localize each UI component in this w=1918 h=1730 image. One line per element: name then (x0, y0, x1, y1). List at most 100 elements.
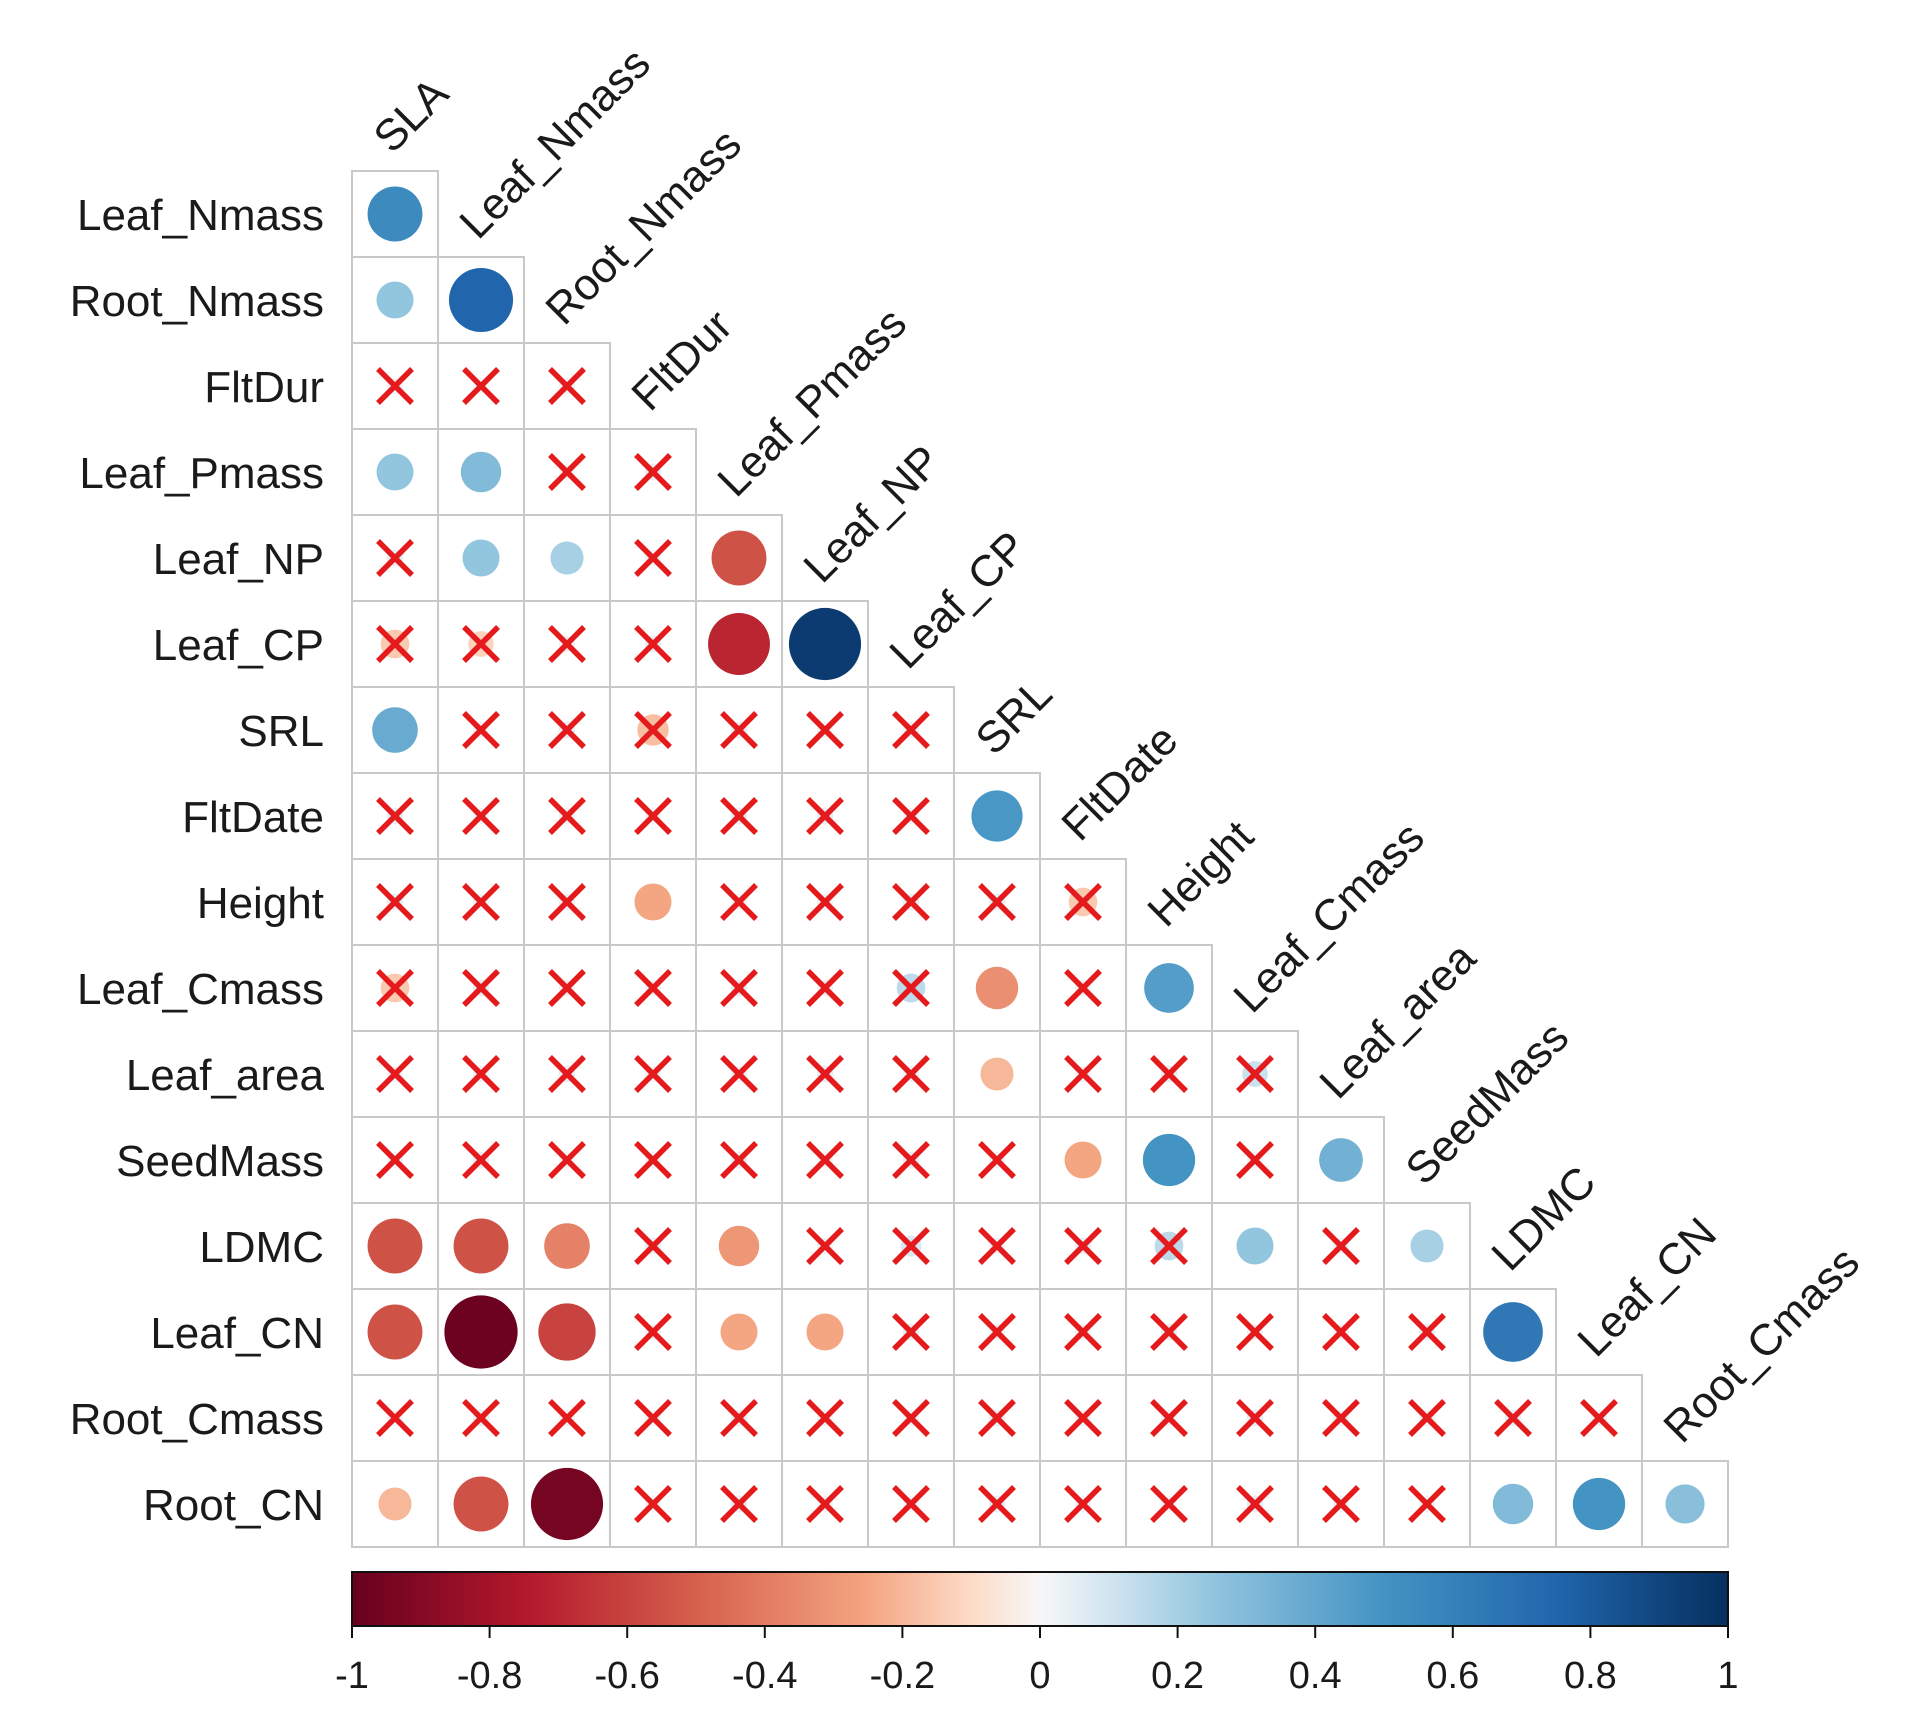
nonsignificant-cross-icon (1064, 1055, 1102, 1093)
nonsignificant-cross-icon (892, 797, 930, 835)
corr-circle-root-cn-sla (378, 1487, 412, 1521)
nonsignificant-cross-icon (548, 453, 586, 491)
corr-circle-leaf-cn-sla (367, 1304, 423, 1360)
corr-circle-height-fltdur (634, 883, 672, 921)
column-label-leaf-cp: Leaf_CP (880, 522, 1036, 678)
nonsignificant-cross-icon (892, 1485, 930, 1523)
nonsignificant-cross-icon (806, 797, 844, 835)
nonsignificant-cross-icon (548, 1055, 586, 1093)
nonsignificant-cross-icon (806, 969, 844, 1007)
row-label-root-cn: Root_CN (143, 1481, 324, 1530)
corr-circle-seedmass-height (1142, 1133, 1196, 1187)
row-label-srl: SRL (238, 707, 324, 756)
nonsignificant-cross-icon (892, 1055, 930, 1093)
colorbar-tick-label: 0.8 (1564, 1655, 1617, 1697)
corr-circle-ldmc-leaf-pmass (718, 1225, 760, 1267)
row-labels: Leaf_Nmass Root_Nmass FltDur Leaf_Pmass Leaf… (70, 191, 325, 1530)
nonsignificant-cross-icon (1322, 1227, 1360, 1265)
nonsignificant-cross-icon (634, 539, 672, 577)
colorbar-tick-label: 0.6 (1426, 1655, 1479, 1697)
corr-circle-leaf-np-leaf-pmass (711, 530, 767, 586)
corr-circle-seedmass-leaf-area (1319, 1138, 1363, 1182)
nonsignificant-cross-icon (1064, 969, 1102, 1007)
row-label-fltdate: FltDate (182, 793, 324, 842)
nonsignificant-cross-icon (892, 1227, 930, 1265)
column-label-leaf-area: Leaf_area (1310, 933, 1485, 1108)
nonsignificant-cross-icon (634, 797, 672, 835)
nonsignificant-cross-icon (376, 367, 414, 405)
corr-circle-leaf-np-leaf-nmass (462, 539, 500, 577)
nonsignificant-cross-icon (978, 1485, 1016, 1523)
row-label-leaf-nmass: Leaf_Nmass (77, 191, 324, 240)
nonsignificant-cross-icon (634, 1141, 672, 1179)
corr-circle-root-cn-root-nmass (530, 1467, 604, 1541)
nonsignificant-cross-icon (634, 1313, 672, 1351)
nonsignificant-cross-icon (720, 1485, 758, 1523)
nonsignificant-cross-icon (1064, 1227, 1102, 1265)
nonsignificant-cross-icon (806, 1485, 844, 1523)
corr-circle-leaf-cmass-height (1144, 963, 1194, 1013)
row-label-ldmc: LDMC (199, 1223, 324, 1272)
colorbar-tick-label: 0 (1029, 1655, 1050, 1697)
nonsignificant-cross-icon (806, 1399, 844, 1437)
nonsignificant-cross-icon (806, 1141, 844, 1179)
corr-circle-leaf-np-root-nmass (550, 541, 584, 575)
row-label-leaf-cp: Leaf_CP (153, 621, 324, 670)
column-label-sla: SLA (364, 68, 458, 162)
nonsignificant-cross-icon (462, 1141, 500, 1179)
colorbar-tick-label: -1 (335, 1655, 369, 1697)
row-label-leaf-pmass: Leaf_Pmass (79, 449, 324, 498)
nonsignificant-cross-icon (1150, 1055, 1188, 1093)
colorbar-tick-label: -0.8 (457, 1655, 522, 1697)
nonsignificant-cross-icon (462, 1399, 500, 1437)
nonsignificant-cross-icon (548, 797, 586, 835)
nonsignificant-cross-icon (978, 1313, 1016, 1351)
nonsignificant-cross-icon (892, 1313, 930, 1351)
nonsignificant-cross-icon (376, 883, 414, 921)
nonsignificant-cross-icon (806, 1055, 844, 1093)
nonsignificant-cross-icon (1236, 1055, 1274, 1093)
nonsignificant-cross-icon (634, 711, 672, 749)
nonsignificant-cross-icon (548, 969, 586, 1007)
nonsignificant-cross-icon (548, 711, 586, 749)
nonsignificant-cross-icon (548, 625, 586, 663)
nonsignificant-cross-icon (1236, 1399, 1274, 1437)
nonsignificant-cross-icon (720, 1399, 758, 1437)
row-label-leaf-cn: Leaf_CN (150, 1309, 324, 1358)
nonsignificant-cross-icon (634, 625, 672, 663)
nonsignificant-cross-icon (1064, 1485, 1102, 1523)
corr-circle-root-cn-leaf-cn (1572, 1477, 1626, 1531)
nonsignificant-cross-icon (634, 1055, 672, 1093)
nonsignificant-cross-icon (1322, 1313, 1360, 1351)
nonsignificant-cross-icon (720, 883, 758, 921)
corr-circle-fltdate-srl (971, 790, 1023, 842)
nonsignificant-cross-icon (462, 367, 500, 405)
nonsignificant-cross-icon (1322, 1399, 1360, 1437)
corr-circle-leaf-cn-leaf-pmass (720, 1313, 758, 1351)
nonsignificant-cross-icon (1236, 1485, 1274, 1523)
colorbar: -1 -0.8 -0.6 -0.4 -0.2 0 0.2 0.4 0.6 0.8 1 (335, 1571, 1739, 1697)
nonsignificant-cross-icon (978, 1227, 1016, 1265)
column-label-fltdate: FltDate (1052, 715, 1187, 850)
nonsignificant-cross-icon (548, 1141, 586, 1179)
corr-circle-leaf-cn-root-nmass (538, 1303, 596, 1361)
column-label-height: Height (1138, 811, 1263, 936)
nonsignificant-cross-icon (548, 883, 586, 921)
nonsignificant-cross-icon (1064, 883, 1102, 921)
nonsignificant-cross-icon (1580, 1399, 1618, 1437)
nonsignificant-cross-icon (1408, 1313, 1446, 1351)
nonsignificant-cross-icon (892, 969, 930, 1007)
nonsignificant-cross-icon (1064, 1313, 1102, 1351)
column-label-srl: SRL (966, 669, 1061, 764)
nonsignificant-cross-icon (720, 969, 758, 1007)
nonsignificant-cross-icon (720, 1141, 758, 1179)
corr-circle-leaf-area-srl (980, 1057, 1014, 1091)
row-label-leaf-area: Leaf_area (126, 1051, 325, 1100)
nonsignificant-cross-icon (462, 883, 500, 921)
nonsignificant-cross-icon (892, 711, 930, 749)
nonsignificant-cross-icon (634, 1399, 672, 1437)
corr-circle-leaf-cn-leaf-np (806, 1313, 844, 1351)
nonsignificant-cross-icon (462, 625, 500, 663)
row-label-root-nmass: Root_Nmass (70, 277, 324, 326)
nonsignificant-cross-icon (978, 1399, 1016, 1437)
